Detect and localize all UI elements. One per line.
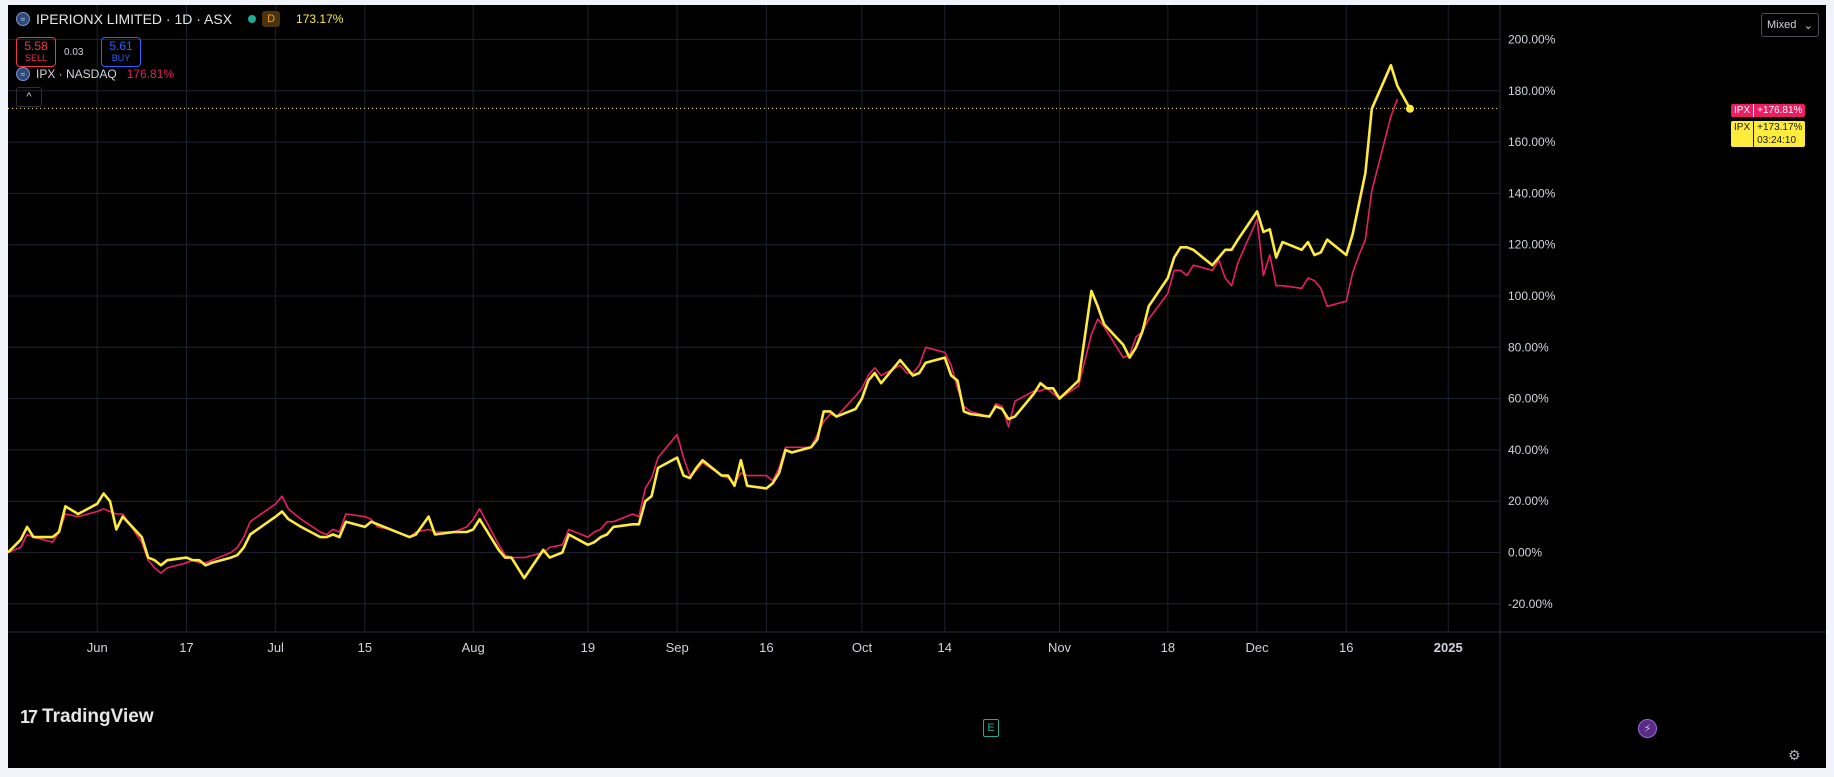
compare-series-change: 176.81% (126, 67, 175, 81)
asx-tag-value: +173.17% (1757, 122, 1803, 133)
y-tick-label: 120.00% (1508, 238, 1556, 252)
nasdaq-series-line (8, 98, 1399, 574)
x-tick-label: Dec (1245, 640, 1269, 655)
asx-tag-values: +173.17% 03:24:10 (1754, 121, 1805, 147)
y-tick-label: -20.00% (1508, 597, 1553, 611)
nasdaq-tag-value: +176.81% (1757, 105, 1803, 116)
sell-button[interactable]: 5.58 SELL (16, 37, 56, 67)
price-axis: 200.00% 180.00% 160.00% 140.00% 120.00% 100.0… (1508, 33, 1556, 611)
asx-tag-symbol: IPX (1731, 121, 1755, 147)
x-tick-label: Jun (87, 640, 108, 655)
nasdaq-price-tag: IPX +176.81% (1731, 104, 1806, 117)
compare-symbol-legend[interactable]: ≈ IPX · NASDAQ 176.81% (16, 67, 174, 81)
x-tick-label: Oct (852, 640, 873, 655)
scale-mode-value: Mixed (1767, 19, 1797, 31)
chevron-down-icon: ⌄ (1803, 19, 1813, 32)
x-tick-label: Sep (666, 640, 689, 655)
x-tick-label: 17 (179, 640, 193, 655)
nasdaq-tag-symbol: IPX (1731, 104, 1755, 117)
scale-mode-select[interactable]: Mixed ⌄ (1761, 13, 1819, 37)
sell-price: 5.58 (24, 39, 48, 53)
x-tick-label: 19 (581, 640, 595, 655)
y-tick-label: 40.00% (1508, 443, 1549, 457)
y-tick-label: 160.00% (1508, 135, 1556, 149)
y-tick-label: 100.00% (1508, 289, 1556, 303)
x-tick-label: 2025 (1434, 640, 1463, 655)
event-marker[interactable]: ⚡ (1638, 719, 1657, 738)
main-series-change: 173.17% (296, 12, 344, 26)
last-point-dot (1406, 104, 1414, 113)
y-tick-label: 140.00% (1508, 186, 1556, 200)
asx-price-tag: IPX +173.17% 03:24:10 (1731, 121, 1806, 147)
symbol-title[interactable]: IPERIONX LIMITED · 1D · ASX (36, 11, 233, 27)
y-tick-label: 60.00% (1508, 392, 1549, 406)
lightning-icon: ⚡ (1643, 723, 1652, 735)
series-layer (8, 63, 1414, 580)
compare-symbol-name[interactable]: IPX · NASDAQ (36, 67, 117, 81)
vertical-grid (96, 5, 1449, 632)
y-tick-label: 80.00% (1508, 340, 1549, 354)
collapse-legend-button[interactable]: ^ (16, 87, 42, 107)
earnings-marker[interactable]: E (983, 719, 999, 737)
tradingview-logo[interactable]: 17 TradingView (20, 706, 154, 728)
tradingview-logo-icon: 17 (20, 706, 38, 727)
bar-countdown: 03:24:10 (1757, 135, 1797, 146)
chevron-up-icon: ^ (26, 91, 32, 103)
market-status-dot (248, 15, 257, 23)
chart-canvas[interactable]: 200.00%180.00%160.00%140.00%120.00%100.0… (8, 5, 1826, 768)
sell-label: SELL (24, 53, 48, 63)
horizontal-grid (8, 39, 1500, 605)
x-tick-label: 16 (759, 640, 773, 655)
spread-value: 0.03 (64, 47, 84, 58)
x-tick-label: 14 (938, 640, 952, 655)
x-tick-label: 18 (1161, 640, 1175, 655)
chart-frame[interactable]: 200.00% 180.00% 160.00% 140.00% 120.00% 100.0… (8, 5, 1826, 768)
x-tick-label: Nov (1048, 640, 1072, 655)
main-symbol-legend[interactable]: ≈ IPERIONX LIMITED · 1D · ASX D 173.17% (16, 11, 343, 27)
time-axis: Jun 17 Jul 15 Aug 19 Sep 16 Oct 14 Nov 18 Dec 16 2025 (87, 640, 1463, 655)
x-tick-label: 16 (1339, 640, 1353, 655)
earnings-icon: E (987, 722, 995, 734)
gear-icon[interactable]: ⚙ (1788, 747, 1801, 763)
y-tick-label: 200.00% (1508, 33, 1556, 47)
y-tick-label: 20.00% (1508, 494, 1549, 508)
asx-series-line (8, 63, 1412, 580)
x-tick-label: 15 (358, 640, 372, 655)
y-tick-label: 180.00% (1508, 84, 1556, 98)
interval-badge[interactable]: D (262, 11, 281, 27)
buy-label: BUY (111, 53, 131, 63)
x-tick-label: Aug (462, 640, 485, 655)
y-tick-label: 0.00% (1508, 546, 1542, 560)
x-tick-label: Jul (267, 640, 284, 655)
tradingview-logo-text: TradingView (42, 706, 154, 727)
ipx-logo-icon: ≈ (16, 67, 30, 81)
buy-button[interactable]: 5.61 BUY (101, 37, 141, 67)
buy-price: 5.61 (109, 39, 133, 53)
iperionx-logo-icon: ≈ (16, 12, 30, 26)
